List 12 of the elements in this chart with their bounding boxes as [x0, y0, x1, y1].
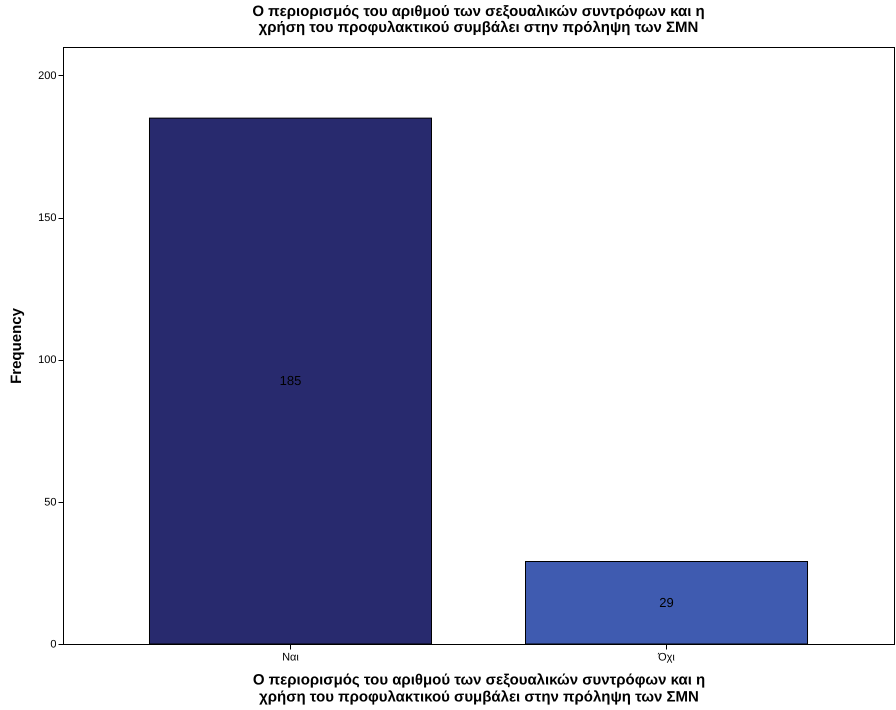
y-tick-label: 150: [38, 212, 56, 224]
y-tick-label: 200: [38, 70, 56, 82]
data-label: 185: [280, 373, 302, 388]
y-tick-label: 50: [44, 496, 56, 508]
x-tick-label: Ναι: [282, 652, 300, 664]
y-tick-label: 0: [50, 638, 56, 650]
x-axis-title: Ο περιορισμός του αριθμού των σεξουαλικών συντρόφων και η χρήση του προφυλακτικού συμβάλει στην πρόληψη των ΣΜΝ: [252, 672, 706, 706]
x-tick-label: Όχι: [657, 652, 676, 664]
data-label: 29: [659, 594, 674, 610]
chart-title: Ο περιορισμός του αριθμού των σεξουαλικών συντρόφων και η χρήση του προφυλακτικού συμβάλει στην πρόληψη των ΣΜΝ: [252, 3, 705, 36]
y-tick-label: 100: [38, 354, 56, 366]
y-axis-title: Frequency: [8, 307, 26, 384]
